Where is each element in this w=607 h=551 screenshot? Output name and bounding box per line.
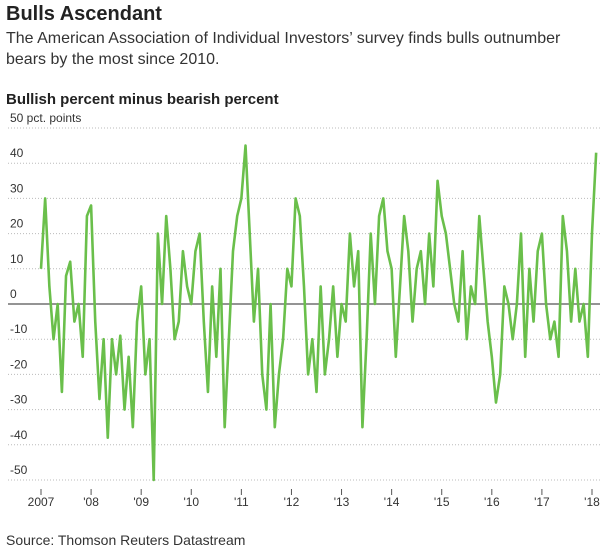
- y-tick-label: -30: [10, 393, 28, 407]
- x-tick-label: '08: [83, 495, 99, 509]
- subtitle: The American Association of Individual I…: [6, 30, 561, 68]
- x-tick-label: '13: [334, 495, 350, 509]
- y-tick-label: 50 pct. points: [10, 111, 81, 125]
- y-tick-label: -20: [10, 357, 28, 371]
- x-tick-label: '15: [434, 495, 450, 509]
- y-tick-label: -50: [10, 463, 28, 477]
- x-tick-label: '11: [234, 495, 249, 509]
- x-tick-label: '17: [534, 495, 550, 509]
- source: Source: Thomson Reuters Datastream: [6, 532, 246, 548]
- chart-title: Bullish percent minus bearish percent: [6, 91, 279, 108]
- x-tick-label: '12: [284, 495, 300, 509]
- x-tick-label: '18: [584, 495, 600, 509]
- x-tick-label: '14: [384, 495, 400, 509]
- x-tick-label: 2007: [28, 495, 55, 509]
- y-tick-label: 30: [10, 181, 24, 195]
- series-line: [39, 144, 598, 482]
- y-tick-label: -40: [10, 428, 28, 442]
- y-tick-label: 20: [10, 217, 24, 231]
- y-tick-label: 40: [10, 146, 24, 160]
- y-tick-label: 0: [10, 287, 17, 301]
- x-tick-label: '10: [183, 495, 199, 509]
- y-tick-label: -10: [10, 322, 28, 336]
- x-tick-label: '16: [484, 495, 500, 509]
- y-tick-label: 10: [10, 252, 24, 266]
- x-tick-label: '09: [133, 495, 149, 509]
- title: Bulls Ascendant: [6, 3, 162, 25]
